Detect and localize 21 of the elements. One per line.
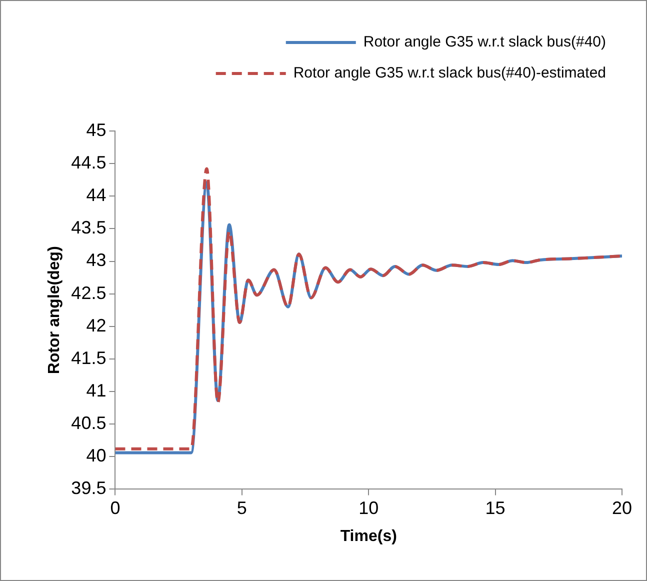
y-tick-label: 44 [86, 185, 106, 206]
y-tick-label: 40.5 [71, 413, 106, 434]
y-tick-label: 45 [86, 120, 106, 140]
x-tick-label: 5 [236, 498, 247, 518]
y-axis-title: Rotor angle(deg) [46, 246, 64, 374]
y-tick-label: 40 [86, 446, 106, 466]
y-tick-label: 44.5 [71, 152, 106, 173]
y-tick-label: 43 [86, 250, 106, 270]
x-tick-label: 15 [485, 498, 506, 518]
x-axis-title: Time(s) [340, 528, 397, 545]
x-tick-label: 10 [358, 498, 379, 518]
y-tick-label: 39.5 [71, 478, 106, 498]
x-tick-label: 0 [110, 498, 120, 518]
legend-label: Rotor angle G35 w.r.t slack bus(#40) [363, 34, 606, 51]
y-tick-label: 42.5 [71, 282, 106, 303]
legend-label: Rotor angle G35 w.r.t slack bus(#40)-estimated [293, 64, 606, 82]
y-tick-label: 42 [86, 315, 106, 336]
y-tick-label: 41.5 [71, 348, 106, 368]
y-tick-label: 43.5 [71, 218, 106, 238]
y-tick-label: 41 [86, 380, 106, 400]
x-tick-label: 20 [612, 498, 632, 518]
